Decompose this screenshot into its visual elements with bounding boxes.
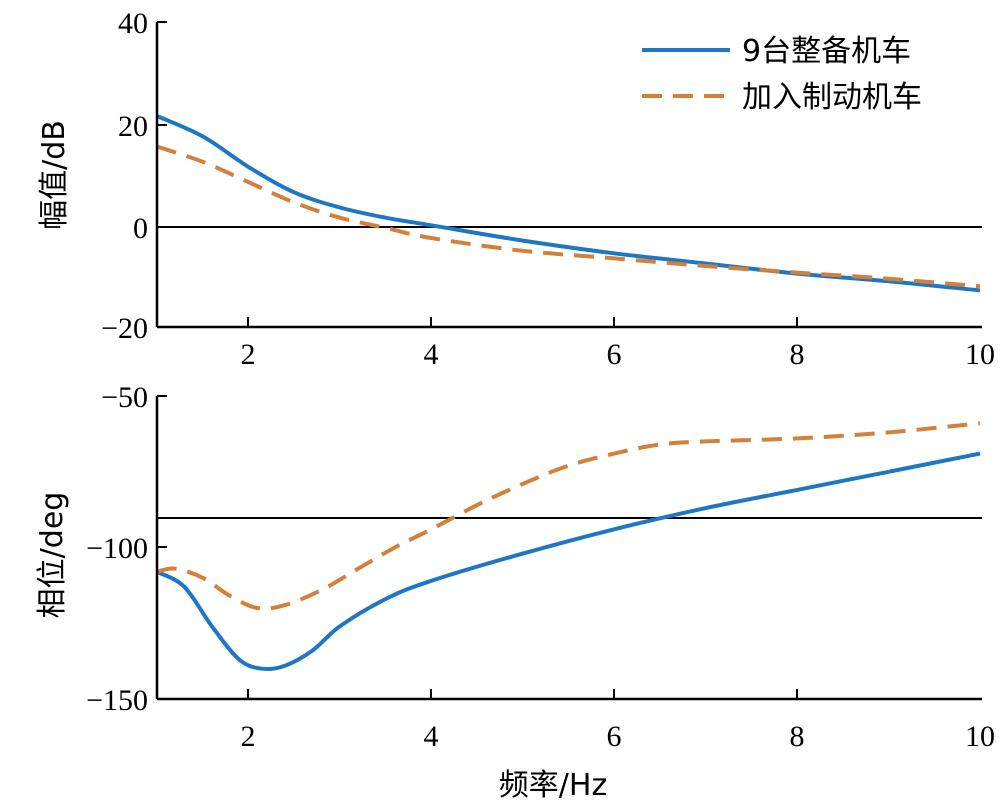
magnitude-y-ticks: 40 20 0 −20	[101, 7, 167, 345]
magnitude-x-tick-label: 8	[790, 338, 805, 371]
magnitude-x-tick-label: 2	[241, 338, 256, 371]
phase-series-line-2	[156, 421, 981, 611]
frequency-x-axis-title: 频率/Hz	[499, 768, 607, 803]
magnitude-x-tick-label: 4	[424, 338, 439, 371]
phase-x-tick-label: 8	[790, 720, 805, 753]
magnitude-x-ticks: 2 4 6 8 10	[241, 317, 995, 371]
magnitude-y-axis-title: 幅值/dB	[37, 120, 72, 230]
phase-panel: −50 −100 −150 2 4 6 8 10 相位/deg 频率/Hz	[35, 381, 995, 803]
magnitude-y-tick-label: −20	[101, 312, 148, 345]
magnitude-series-group	[156, 114, 981, 293]
phase-y-ticks: −50 −100 −150	[86, 381, 167, 717]
magnitude-x-tick-label: 10	[965, 338, 995, 371]
phase-x-tick-label: 4	[424, 720, 439, 753]
phase-x-tick-label: 2	[241, 720, 256, 753]
magnitude-y-tick-label: 20	[118, 110, 148, 143]
phase-series-line-1	[156, 451, 981, 672]
magnitude-panel: 40 20 0 −20 2 4 6 8 10 幅值/dB 9台整备机车 加入制动…	[37, 7, 995, 371]
magnitude-series-line-1	[156, 114, 981, 293]
legend: 9台整备机车 加入制动机车	[642, 34, 922, 115]
legend-label-series-2: 加入制动机车	[742, 80, 922, 115]
phase-series-group	[156, 421, 981, 672]
phase-x-tick-label: 6	[607, 720, 622, 753]
phase-y-tick-label: −100	[86, 532, 148, 565]
magnitude-x-tick-label: 6	[607, 338, 622, 371]
phase-y-axis-title: 相位/deg	[35, 492, 70, 619]
legend-label-series-1: 9台整备机车	[742, 34, 911, 69]
magnitude-y-tick-label: 40	[118, 7, 148, 40]
magnitude-series-line-2	[156, 144, 981, 289]
phase-x-ticks: 2 4 6 8 10	[241, 689, 995, 753]
magnitude-y-tick-label: 0	[133, 212, 148, 245]
phase-y-tick-label: −150	[86, 684, 148, 717]
phase-y-tick-label: −50	[101, 381, 148, 414]
phase-x-tick-label: 10	[965, 720, 995, 753]
